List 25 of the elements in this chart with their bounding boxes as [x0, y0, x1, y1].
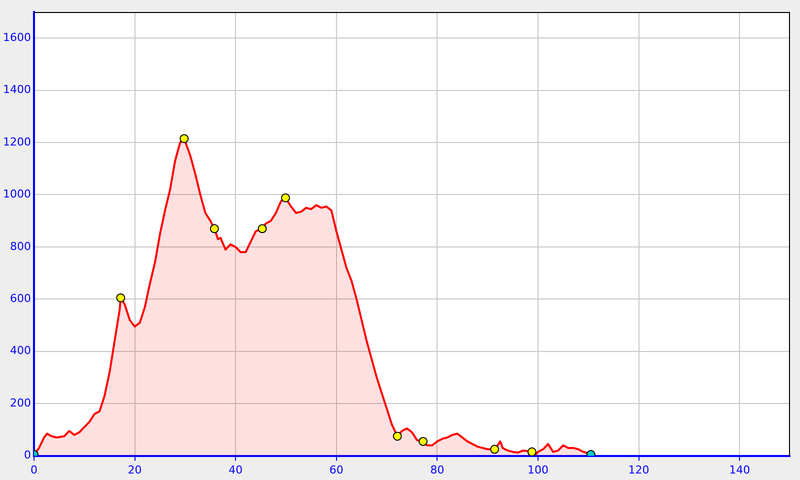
point: [210, 224, 219, 234]
y-tick-label: 400: [10, 344, 31, 358]
point: [418, 436, 428, 446]
y-tick-label: 1400: [2, 83, 31, 96]
point: [180, 134, 189, 144]
y-tick-label: 200: [10, 396, 31, 410]
y-tick-label: 1600: [2, 30, 31, 44]
y-tick-label: 800: [10, 240, 31, 253]
y-tick-label: 1000: [2, 188, 31, 201]
point: [527, 447, 536, 456]
y-tick-label: 1200: [2, 135, 31, 148]
point: [392, 432, 402, 441]
x-tick-label: 60: [329, 463, 344, 476]
point: [280, 193, 290, 202]
x-tick-label: 80: [430, 463, 444, 476]
y-tick-label: 0: [24, 448, 31, 462]
point: [490, 444, 500, 454]
x-tick-label: 20: [128, 463, 142, 476]
x-tick-label: 120: [628, 463, 650, 476]
point: [258, 224, 267, 234]
point: [116, 293, 126, 302]
x-tick-label: 100: [528, 463, 548, 476]
y-tick-label: 600: [10, 292, 31, 306]
x-tick-label: 40: [228, 463, 243, 476]
x-tick-label: 140: [729, 463, 750, 476]
